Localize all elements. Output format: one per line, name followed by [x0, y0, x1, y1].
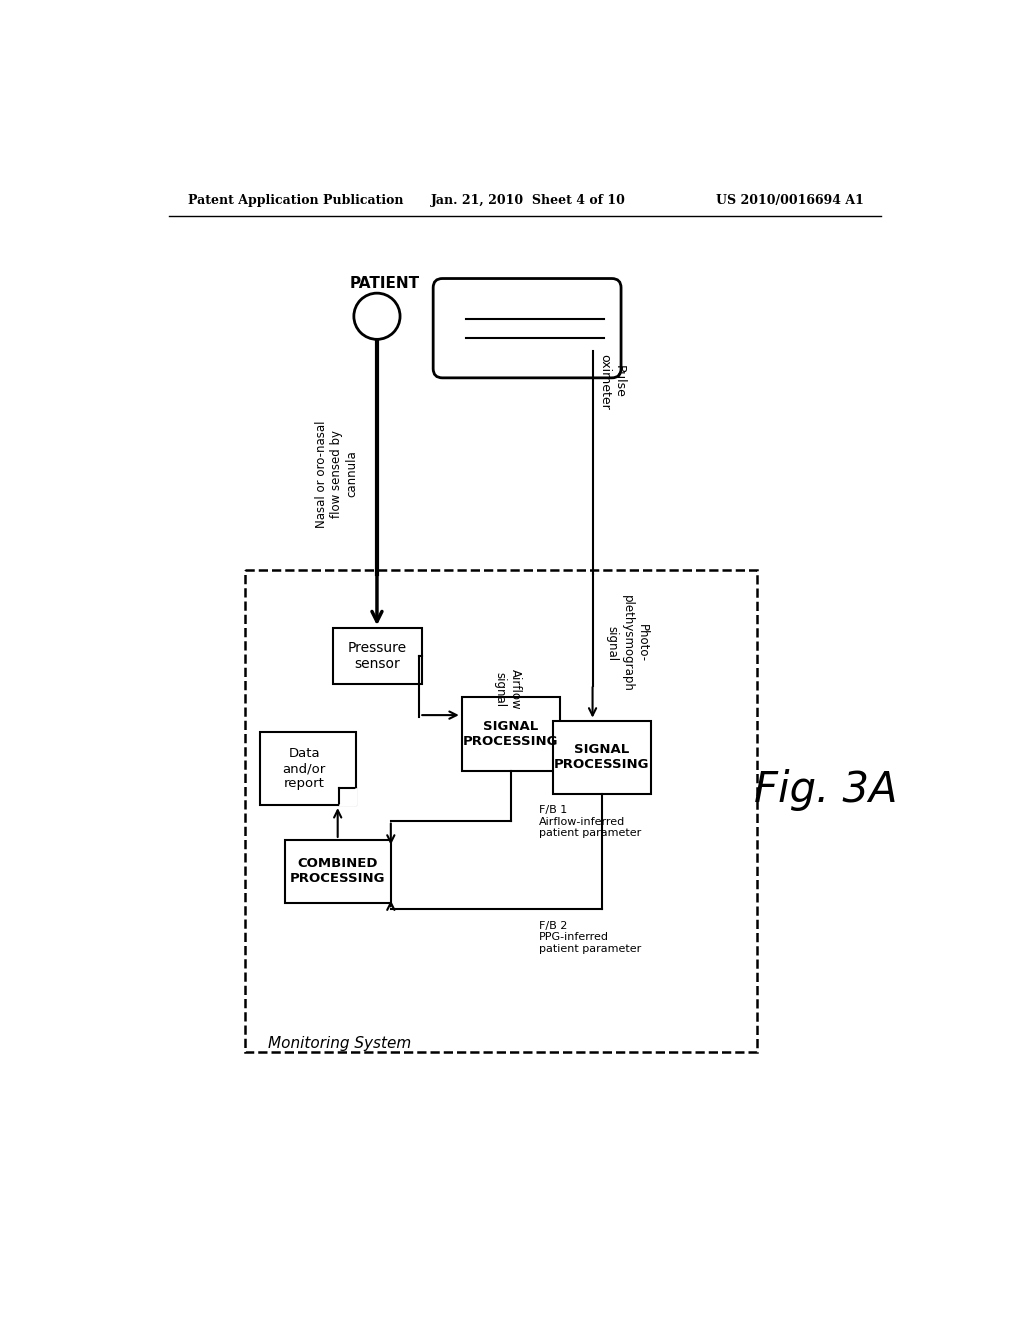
Text: Data
and/or
report: Data and/or report — [283, 747, 326, 791]
Text: Airflow
signal: Airflow signal — [494, 669, 522, 710]
Polygon shape — [339, 788, 356, 805]
Text: PATIENT: PATIENT — [349, 276, 420, 290]
Text: F/B 2
PPG-inferred
patient parameter: F/B 2 PPG-inferred patient parameter — [539, 921, 641, 954]
Bar — [245, 570, 757, 1052]
Text: Pressure
sensor: Pressure sensor — [348, 640, 407, 671]
Bar — [285, 840, 391, 903]
FancyBboxPatch shape — [433, 279, 621, 378]
Text: US 2010/0016694 A1: US 2010/0016694 A1 — [716, 194, 863, 207]
Text: Fig. 3A: Fig. 3A — [755, 768, 898, 810]
Text: Patent Application Publication: Patent Application Publication — [188, 194, 403, 207]
Text: SIGNAL
PROCESSING: SIGNAL PROCESSING — [463, 719, 559, 748]
Bar — [260, 733, 356, 805]
Text: Monitoring System: Monitoring System — [267, 1036, 411, 1051]
Bar — [333, 628, 422, 684]
Text: COMBINED
PROCESSING: COMBINED PROCESSING — [290, 858, 385, 886]
Text: Photo-
plethysmograph
signal: Photo- plethysmograph signal — [606, 595, 649, 692]
Bar — [553, 721, 651, 793]
Text: Jan. 21, 2010  Sheet 4 of 10: Jan. 21, 2010 Sheet 4 of 10 — [431, 194, 626, 207]
Text: Nasal or oro-nasal
flow sensed by
cannula: Nasal or oro-nasal flow sensed by cannul… — [315, 420, 358, 528]
Text: Pulse
oximeter: Pulse oximeter — [598, 354, 626, 409]
Bar — [462, 697, 560, 771]
Text: SIGNAL
PROCESSING: SIGNAL PROCESSING — [554, 743, 649, 771]
Text: F/B 1
Airflow-inferred
patient parameter: F/B 1 Airflow-inferred patient parameter — [539, 805, 641, 838]
